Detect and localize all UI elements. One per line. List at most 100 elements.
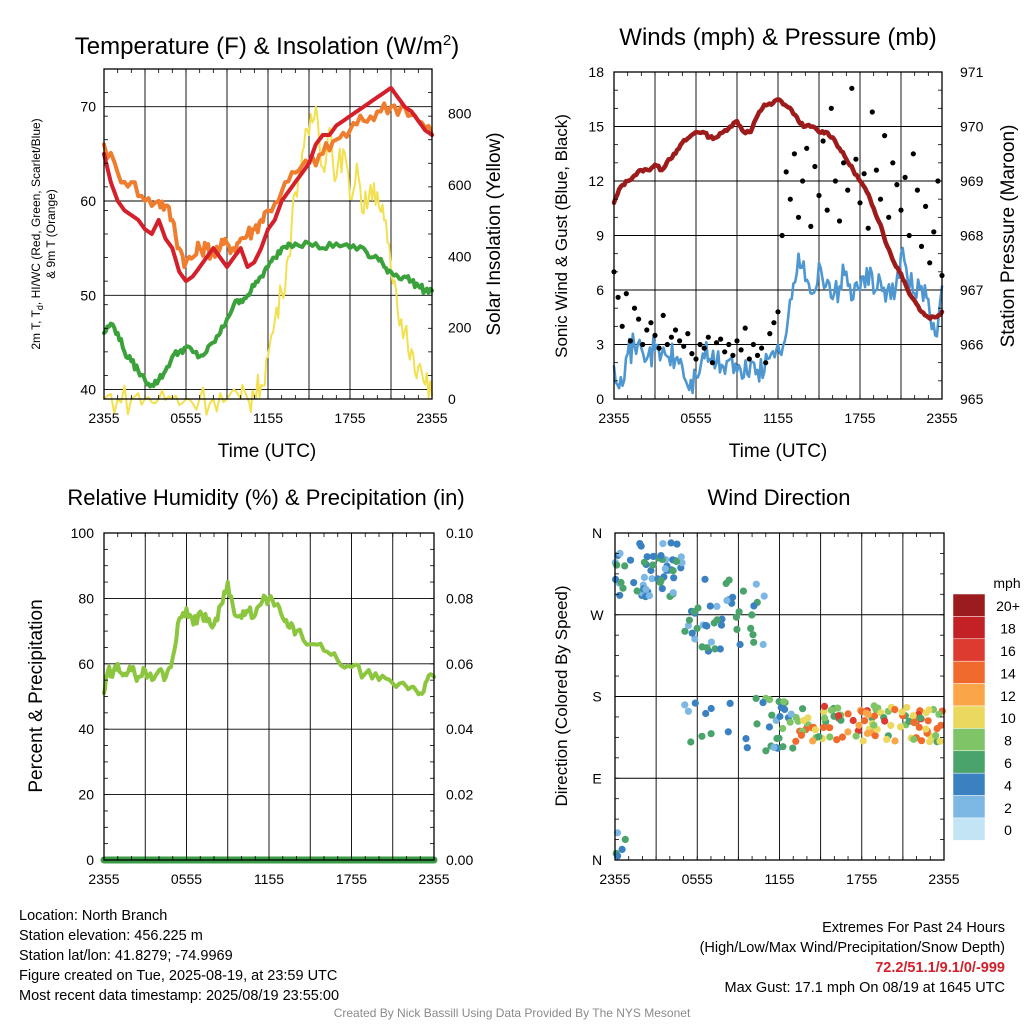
gust-point: [722, 349, 728, 355]
direction-point: [681, 701, 689, 709]
gust-point: [644, 327, 650, 333]
direction-point: [881, 717, 889, 725]
y2-tick-label: 971: [960, 64, 984, 80]
gust-point: [775, 309, 781, 315]
y2-tick-label: 966: [960, 337, 984, 353]
gust-point: [685, 331, 691, 337]
direction-point: [870, 702, 878, 710]
direction-point: [647, 566, 655, 575]
direction-point: [619, 584, 627, 592]
direction-point: [794, 717, 802, 725]
temperature-series: [102, 85, 434, 416]
gust-point: [738, 347, 744, 353]
direction-point: [707, 704, 715, 713]
direction-point: [707, 730, 715, 738]
extremes-title: Extremes For Past 24 Hours: [822, 920, 1005, 936]
direction-point: [864, 710, 873, 719]
direction-point: [672, 557, 681, 566]
y-tick-label: 60: [80, 193, 96, 209]
direction-point: [681, 627, 689, 635]
direction-point: [765, 723, 774, 731]
gust-point: [750, 341, 757, 348]
colorbar-label: 10: [1000, 710, 1016, 726]
x-tick-label: 2355: [598, 410, 629, 426]
gust-point: [631, 305, 638, 311]
temperature-panel: Temperature (F) & Insolation (W/m2) 40 50…: [29, 32, 505, 462]
wind-direction-panel-title: Wind Direction: [707, 485, 850, 510]
direction-point: [659, 540, 667, 548]
gust-point: [882, 133, 888, 139]
y-tick-label: 70: [80, 99, 96, 115]
direction-point: [706, 602, 714, 610]
gust-point: [672, 327, 679, 333]
direction-point: [787, 710, 795, 718]
y2-tick-label: 0.04: [446, 721, 473, 737]
temperature-panel-title: Temperature (F) & Insolation (W/m2): [75, 32, 459, 60]
direction-point: [887, 721, 895, 730]
direction-point: [752, 694, 760, 703]
y-tick-label: 12: [588, 173, 604, 189]
x-tick-label: 2355: [416, 410, 447, 426]
gust-point: [689, 351, 695, 357]
x-tick-label: 1155: [764, 871, 794, 887]
y2-tick-label: 800: [448, 106, 472, 122]
gust-point: [636, 316, 642, 322]
direction-point: [621, 562, 629, 570]
direction-point: [844, 710, 852, 718]
x-tick-label: 2355: [88, 871, 119, 887]
direction-point: [656, 578, 664, 587]
direction-point: [779, 743, 787, 751]
direction-point: [661, 565, 669, 573]
gust-point: [668, 334, 675, 340]
direction-point: [736, 640, 744, 649]
wind-direction-grid: [615, 533, 944, 860]
gust-point: [898, 207, 904, 213]
gust-point: [795, 214, 802, 220]
gust-point: [660, 312, 666, 318]
gust-point: [787, 196, 793, 202]
direction-point: [716, 645, 724, 653]
direction-point: [916, 714, 925, 722]
gust-point: [873, 167, 880, 173]
direction-point: [820, 708, 828, 716]
humidity-panel-title: Relative Humidity (%) & Precipitation (i…: [67, 485, 464, 510]
y2-tick-label: 0.00: [446, 852, 473, 868]
gust-point: [656, 345, 662, 351]
direction-point: [726, 699, 734, 708]
direction-point: [861, 717, 869, 725]
direction-point: [896, 723, 905, 731]
x-tick-label: 0555: [680, 410, 711, 426]
direction-point: [779, 724, 787, 733]
temperature-ticks: 40 50 60 70 0 200 400 600 800 2355 0555 1155 1755 235…: [80, 69, 472, 426]
colorbar-label: 0: [1004, 822, 1012, 838]
direction-point: [925, 706, 933, 714]
direction-point: [855, 721, 863, 729]
direction-point: [910, 718, 918, 727]
direction-point: [616, 549, 624, 558]
winds-panel: Winds (mph) & Pressure (mb) 0 3 6 9 12 15 18 96…: [552, 24, 1019, 462]
direction-point: [768, 711, 776, 719]
winds-ylabel: Sonic Wind & Gust (Blue, Black): [552, 114, 571, 358]
direction-point: [883, 735, 891, 744]
direction-point: [820, 702, 829, 711]
y-tick-label: 80: [78, 590, 94, 606]
gust-point: [652, 332, 658, 338]
direction-point: [821, 714, 829, 722]
direction-point: [713, 602, 721, 611]
direction-point: [723, 596, 731, 605]
gust-point: [935, 178, 941, 184]
y2-tick-label: 968: [960, 228, 984, 244]
x-tick-label: 2355: [88, 410, 119, 426]
direction-point: [669, 589, 677, 597]
direction-point: [760, 592, 768, 600]
gust-point: [886, 214, 892, 220]
direction-point: [643, 553, 651, 561]
direction-point: [833, 736, 841, 744]
temperature-y2label: Solar Insolation (Yellow): [484, 132, 505, 335]
direction-point: [693, 624, 701, 633]
direction-point: [776, 712, 784, 721]
y-tick-label: 20: [78, 787, 94, 803]
x-tick-label: 0555: [170, 410, 201, 426]
y-tick-label: 0: [86, 852, 94, 868]
